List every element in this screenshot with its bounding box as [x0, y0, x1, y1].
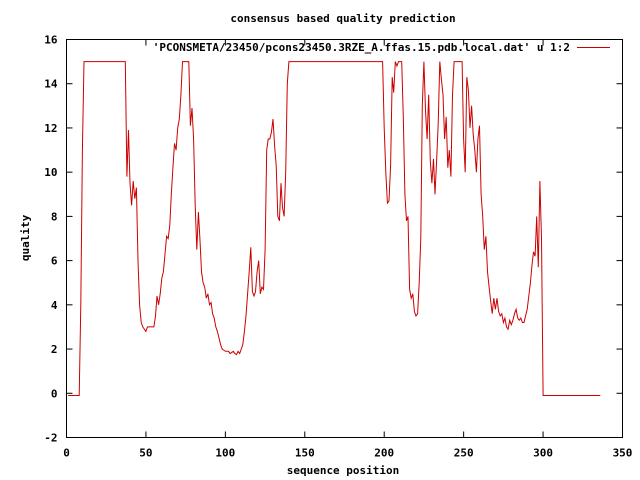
y-tick-label: 16 — [44, 34, 58, 47]
y-axis-label: quality — [19, 214, 32, 261]
plot-frame — [66, 39, 623, 438]
x-tick-label: 350 — [613, 447, 633, 460]
y-tick-label: 12 — [44, 122, 57, 135]
y-tick-label: -2 — [44, 432, 57, 445]
x-tick-label: 150 — [295, 447, 315, 460]
chart-title: consensus based quality prediction — [230, 12, 455, 25]
x-axis-label: sequence position — [287, 464, 400, 477]
y-tick-label: 6 — [51, 255, 58, 268]
series-line-quality — [68, 61, 601, 396]
y-tick-label: 4 — [51, 299, 58, 312]
x-tick-label: 0 — [63, 447, 70, 460]
x-tick-label: 50 — [139, 447, 152, 460]
legend-series-label: 'PCONSMETA/23450/pcons23450.3RZE_A.ffas.… — [153, 41, 570, 54]
y-tick-label: 2 — [51, 343, 58, 356]
x-tick-label: 100 — [215, 447, 235, 460]
x-tick-label: 200 — [374, 447, 394, 460]
x-tick-label: 300 — [533, 447, 553, 460]
x-axis: 0 50 100 150 200 250 300 350 — [63, 39, 633, 460]
x-tick-label: 250 — [454, 447, 474, 460]
y-tick-label: 0 — [51, 387, 58, 400]
y-tick-label: 10 — [44, 166, 57, 179]
y-tick-label: 14 — [44, 78, 58, 91]
y-tick-label: 8 — [51, 210, 58, 223]
y-axis: -2 0 2 4 6 8 10 12 14 16 — [44, 34, 623, 445]
legend: 'PCONSMETA/23450/pcons23450.3RZE_A.ffas.… — [153, 41, 610, 54]
